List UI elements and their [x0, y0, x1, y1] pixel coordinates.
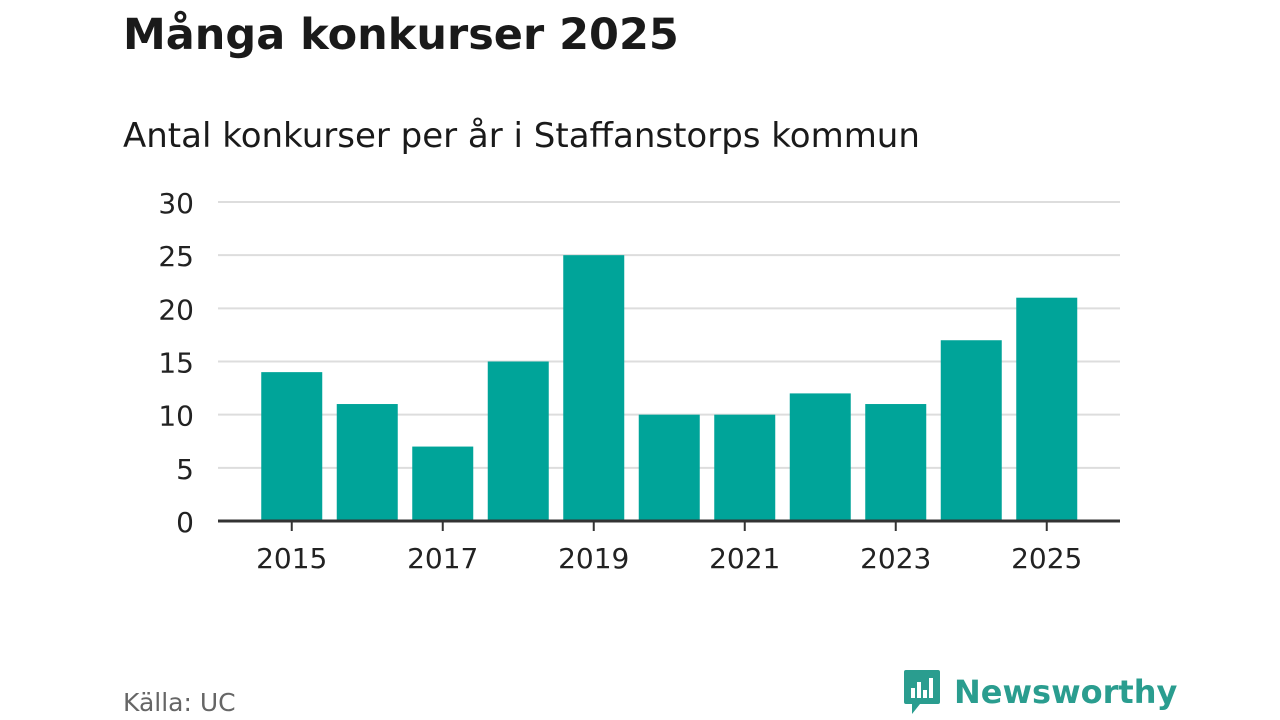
- chart-title: Många konkurser 2025: [123, 10, 679, 60]
- y-tick-label: 5: [176, 453, 194, 486]
- x-tick-label: 2021: [709, 542, 780, 575]
- bar-2020: [638, 414, 700, 521]
- brand-name: Newsworthy: [954, 673, 1178, 711]
- y-tick-label: 20: [158, 293, 194, 326]
- y-tick-label: 30: [158, 187, 194, 220]
- bar-2015: [261, 372, 323, 521]
- x-tick-label: 2015: [256, 542, 327, 575]
- bar-2016: [336, 404, 398, 521]
- x-tick-label: 2017: [407, 542, 478, 575]
- bar-2019: [563, 255, 625, 521]
- brand-logo: Newsworthy: [902, 668, 1177, 716]
- y-tick-label: 15: [158, 347, 194, 380]
- chart-subtitle: Antal konkurser per år i Staffanstorps k…: [123, 116, 920, 156]
- x-tick-label: 2019: [558, 542, 629, 575]
- bar-2018: [487, 361, 549, 521]
- bar-2022: [789, 393, 851, 521]
- x-tick-label: 2025: [1011, 542, 1082, 575]
- source-note: Källa: UC: [123, 688, 236, 717]
- y-tick-label: 10: [158, 400, 194, 433]
- bar-2023: [865, 404, 927, 521]
- y-tick-label: 0: [176, 506, 194, 539]
- y-tick-label: 25: [158, 240, 194, 273]
- bar-2024: [940, 340, 1002, 521]
- bar-2021: [714, 414, 776, 521]
- bar-2017: [412, 446, 474, 521]
- bar-2025: [1016, 297, 1078, 521]
- bar-chart-speech-icon: [904, 670, 940, 714]
- x-tick-label: 2023: [860, 542, 931, 575]
